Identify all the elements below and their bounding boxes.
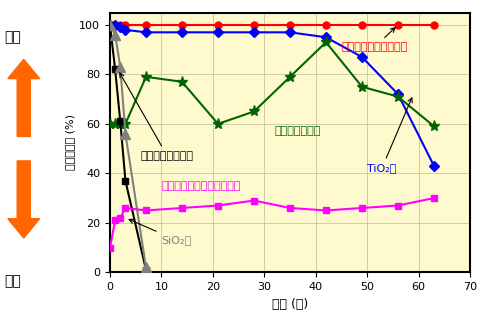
FancyArrow shape: [8, 161, 40, 238]
X-axis label: 日数 (日): 日数 (日): [272, 298, 308, 310]
Text: 市販有機系親水材: 市販有機系親水材: [120, 73, 194, 161]
Text: ナノ構造親水フィルム: ナノ構造親水フィルム: [342, 28, 407, 52]
FancyArrow shape: [8, 59, 40, 136]
Text: TiO₂膜: TiO₂膜: [367, 98, 412, 173]
Text: 市販親水ミラー: 市販親水ミラー: [274, 126, 321, 136]
Text: SiO₂膜: SiO₂膜: [129, 219, 192, 245]
Text: フィルム（ナノ構造無し）: フィルム（ナノ構造無し）: [162, 181, 241, 191]
Text: 親水: 親水: [4, 31, 21, 44]
Y-axis label: 濡れ面積率 (%): 濡れ面積率 (%): [65, 115, 75, 170]
Text: 撥水: 撥水: [4, 275, 21, 289]
